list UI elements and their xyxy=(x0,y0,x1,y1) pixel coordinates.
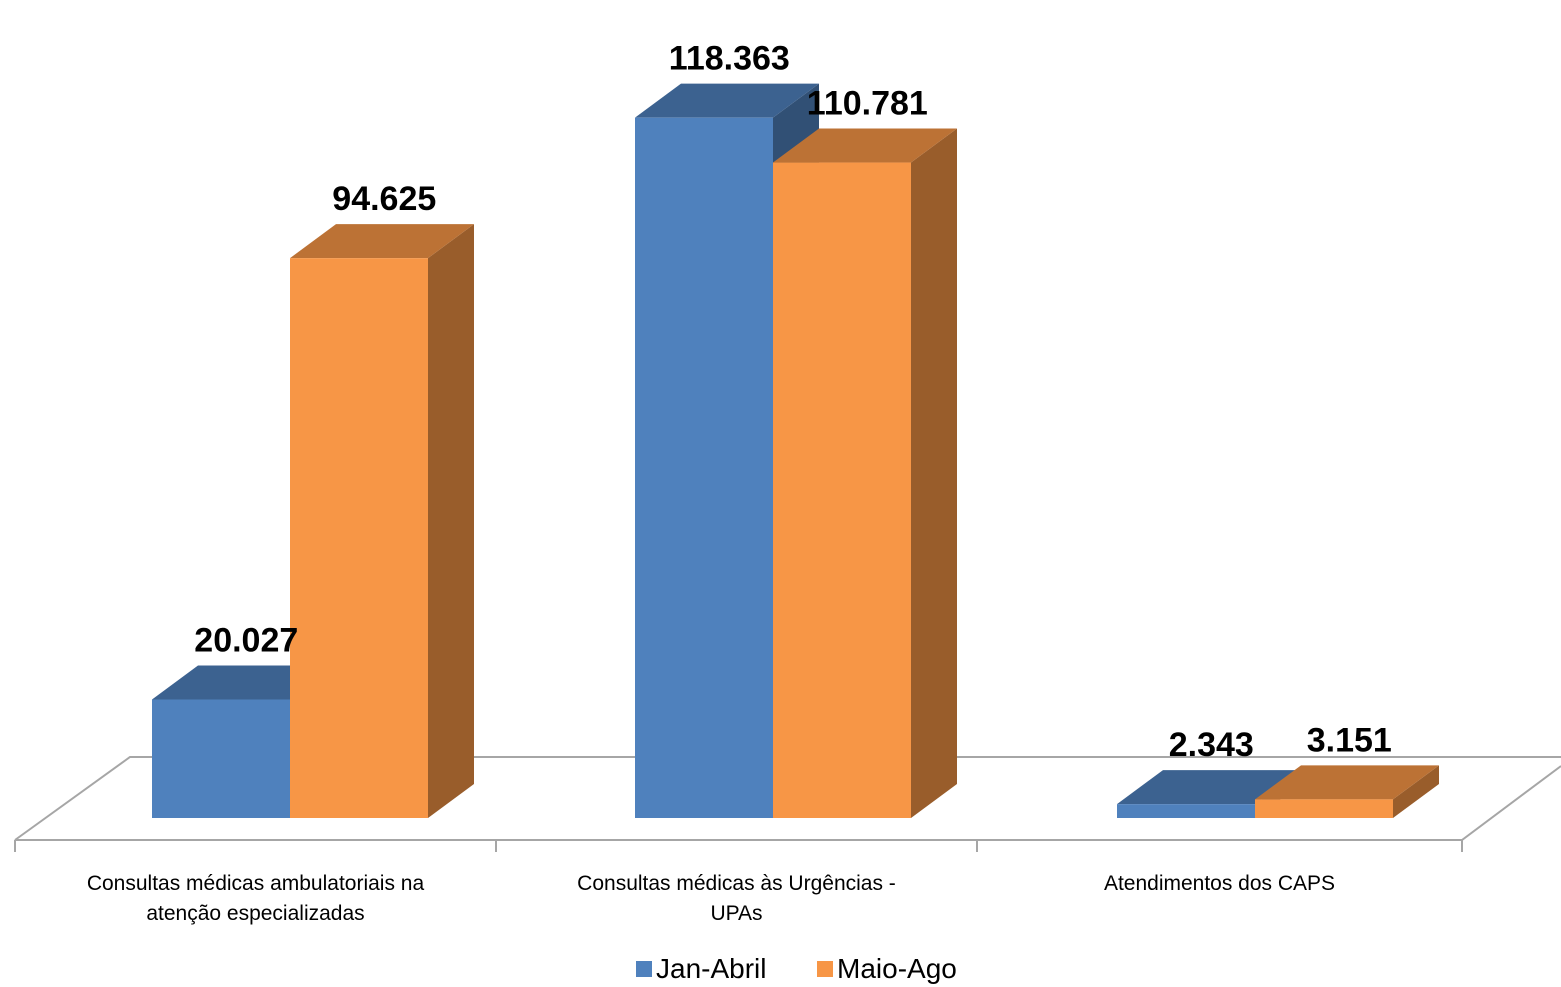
bar-front-face xyxy=(290,258,428,819)
bar-top-face xyxy=(290,224,474,259)
legend-swatch xyxy=(817,961,833,977)
bar-side-face xyxy=(428,224,474,818)
data-label: 2.343 xyxy=(1169,726,1254,764)
legend-label: Jan-Abril xyxy=(656,953,766,984)
data-label: 94.625 xyxy=(332,180,436,218)
legend-item-jan-abril: Jan-Abril xyxy=(636,953,766,984)
bar-front-face xyxy=(773,162,911,818)
bar-side-face xyxy=(911,128,957,818)
data-label: 20.027 xyxy=(194,622,298,660)
data-label: 118.363 xyxy=(669,40,790,78)
bar-maio-ago-1 xyxy=(773,128,957,818)
legend-label: Maio-Ago xyxy=(837,953,957,984)
data-label: 3.151 xyxy=(1307,721,1392,759)
bar-maio-ago-0 xyxy=(290,224,474,819)
bar-front-face xyxy=(1255,799,1393,818)
bar-side-face xyxy=(1393,765,1439,818)
legend: Jan-Abril Maio-Ago xyxy=(636,953,957,984)
category-label: Atendimentos dos CAPS xyxy=(1104,872,1335,895)
x-axis: Consultas médicas ambulatoriais na atençã… xyxy=(14,840,1463,925)
legend-item-maio-ago: Maio-Ago xyxy=(817,953,957,984)
data-label: 110.781 xyxy=(807,85,928,123)
bar-maio-ago-2 xyxy=(1255,765,1439,818)
bar-front-face xyxy=(152,699,290,818)
category-label: Consultas médicas ambulatoriais na xyxy=(87,872,425,895)
bar-top-face xyxy=(773,128,957,163)
category-label: atenção especializadas xyxy=(146,902,364,925)
category-label: UPAs xyxy=(710,902,762,925)
bars-group xyxy=(152,83,1439,819)
bar-top-face xyxy=(635,83,819,118)
bar-front-face xyxy=(635,117,773,818)
bar-front-face xyxy=(1117,804,1255,818)
bar-top-face xyxy=(1117,770,1301,805)
legend-swatch xyxy=(636,961,652,977)
bar-top-face xyxy=(1255,765,1439,800)
value-labels-group: 20.027 94.625 118.363 110.781 2.343 3.151 xyxy=(194,40,1392,764)
category-label: Consultas médicas às Urgências - xyxy=(577,872,896,895)
